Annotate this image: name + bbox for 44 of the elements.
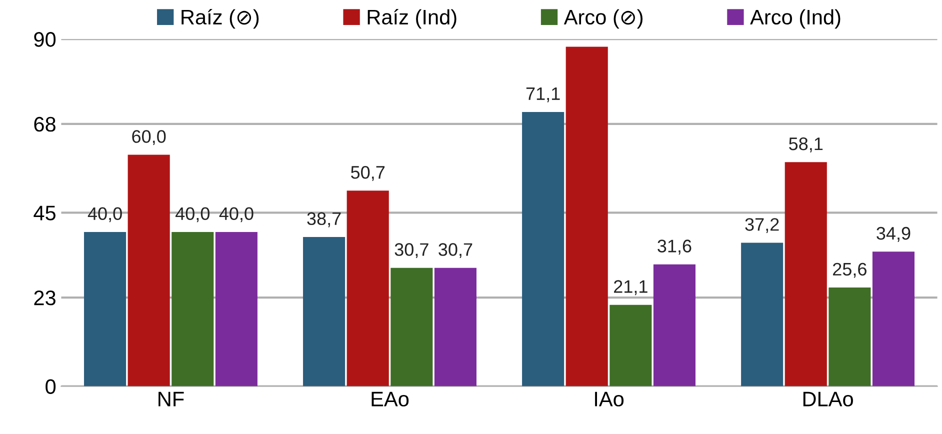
x-tick-label: NF <box>158 392 184 406</box>
x-tick-label: IAo <box>595 392 624 406</box>
data-label: 21,1 <box>614 280 648 296</box>
bar <box>610 304 652 386</box>
bar <box>872 252 915 386</box>
data-label: 30,7 <box>438 243 472 258</box>
data-label: 40,0 <box>175 207 210 222</box>
data-label: 40,0 <box>219 207 254 222</box>
data-label: 50,7 <box>351 166 385 181</box>
data-label: 25,6 <box>833 262 866 278</box>
legend-label: Arco (Ind) <box>750 9 840 29</box>
bar <box>84 232 126 386</box>
bar <box>303 236 346 386</box>
bar <box>784 162 827 386</box>
data-label: 31,6 <box>658 240 692 255</box>
y-tick-label: 68 <box>34 116 56 132</box>
bar <box>128 154 170 386</box>
bar <box>566 46 608 386</box>
x-tick-label: EAo <box>372 392 409 406</box>
x-tick-label: DLAo <box>803 392 853 406</box>
bar <box>653 264 696 386</box>
data-label: 58,1 <box>789 137 823 152</box>
legend-label: Arco (⊘) <box>564 9 643 29</box>
bar <box>741 242 784 386</box>
bar <box>215 232 258 386</box>
legend-label: Raíz (Ind) <box>368 8 456 29</box>
data-label: 60,0 <box>132 130 166 146</box>
legend-label: Raíz (⊘) <box>182 8 259 29</box>
y-tick-label: 45 <box>34 206 56 220</box>
bar <box>522 112 564 386</box>
data-label: 40,0 <box>88 207 122 222</box>
data-label: 30,7 <box>394 243 428 258</box>
data-label: 71,1 <box>526 87 560 102</box>
bar <box>434 268 476 386</box>
data-label: 34,9 <box>876 226 910 242</box>
y-tick-label: 23 <box>34 290 56 306</box>
data-label: 38,7 <box>307 212 341 228</box>
bar <box>390 268 433 386</box>
bar <box>346 190 389 386</box>
bar <box>172 232 214 386</box>
data-label: 37,2 <box>745 218 779 233</box>
y-tick-label: 90 <box>34 32 56 47</box>
bar <box>828 288 871 386</box>
y-tick-label: 0 <box>46 379 56 394</box>
